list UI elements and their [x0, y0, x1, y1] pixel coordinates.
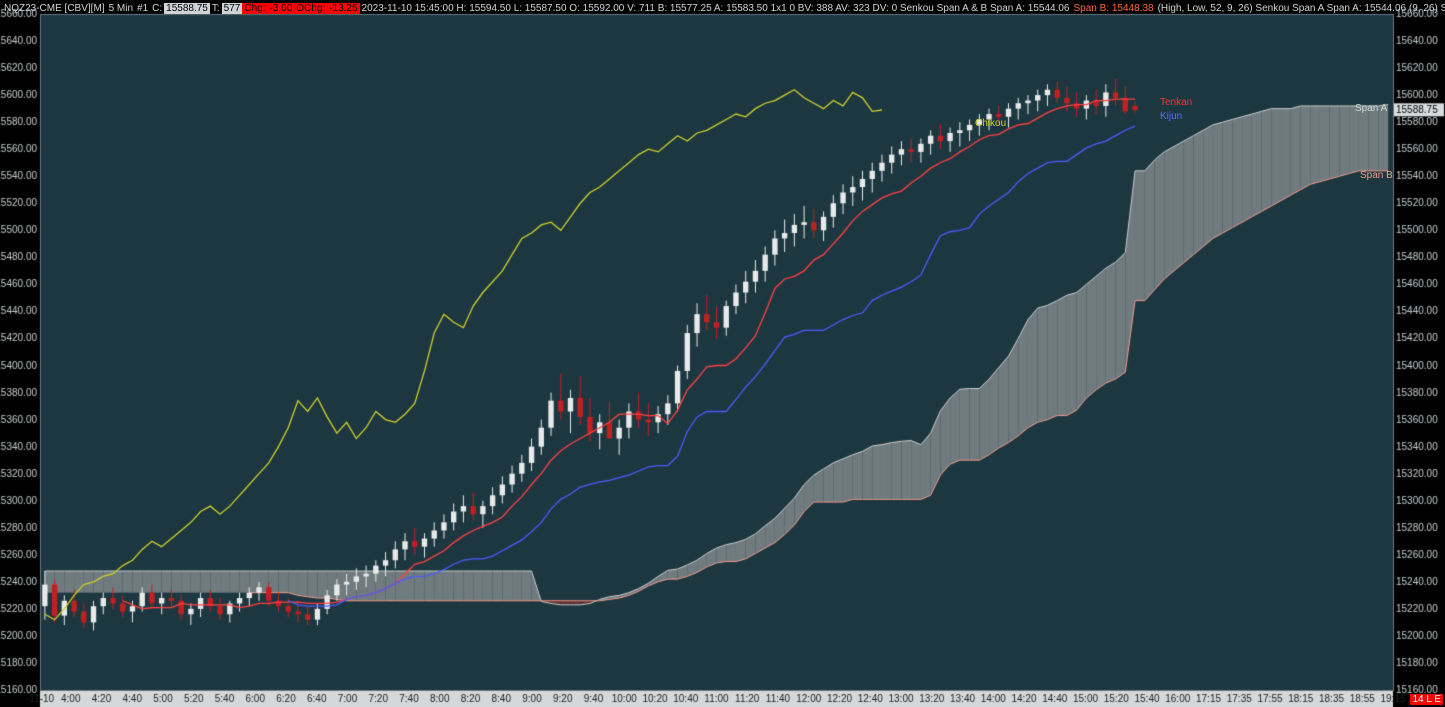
- line-label: Tenkan: [1160, 97, 1192, 108]
- spanb-header: Span B: 15448.38: [1072, 3, 1156, 14]
- index: #1: [135, 3, 150, 14]
- chg-label: Chg:: [242, 3, 267, 14]
- line-label: Kijun: [1160, 111, 1182, 122]
- ochg-value: -13.25: [327, 3, 359, 14]
- symbol: NQZ23-CME [CBV][M]: [2, 3, 107, 14]
- c-label: C:: [150, 3, 164, 14]
- ochg-label: OChg:: [294, 3, 327, 14]
- header-rest2: (High, Low, 52, 9, 26) Senkou Span A Spa…: [1156, 3, 1445, 14]
- corner-badge: 14 L E: [1410, 694, 1443, 705]
- line-label: Span B: [1360, 170, 1393, 181]
- header-rest1: 2023-11-10 15:45:00 H: 15594.50 L: 15587…: [360, 3, 1072, 14]
- chart-header: NQZ23-CME [CBV][M] 5 Min #1 C: 15588.75 …: [2, 2, 1445, 14]
- t-label: T:: [210, 3, 222, 14]
- price-chart[interactable]: [0, 0, 1445, 707]
- line-label: Chikou: [975, 118, 1006, 129]
- timeframe: 5 Min: [107, 3, 135, 14]
- line-label: Span A: [1355, 103, 1387, 114]
- close-value: 15588.75: [164, 3, 210, 14]
- t-value: 577: [222, 3, 243, 14]
- chg-value: -3.00: [267, 3, 294, 14]
